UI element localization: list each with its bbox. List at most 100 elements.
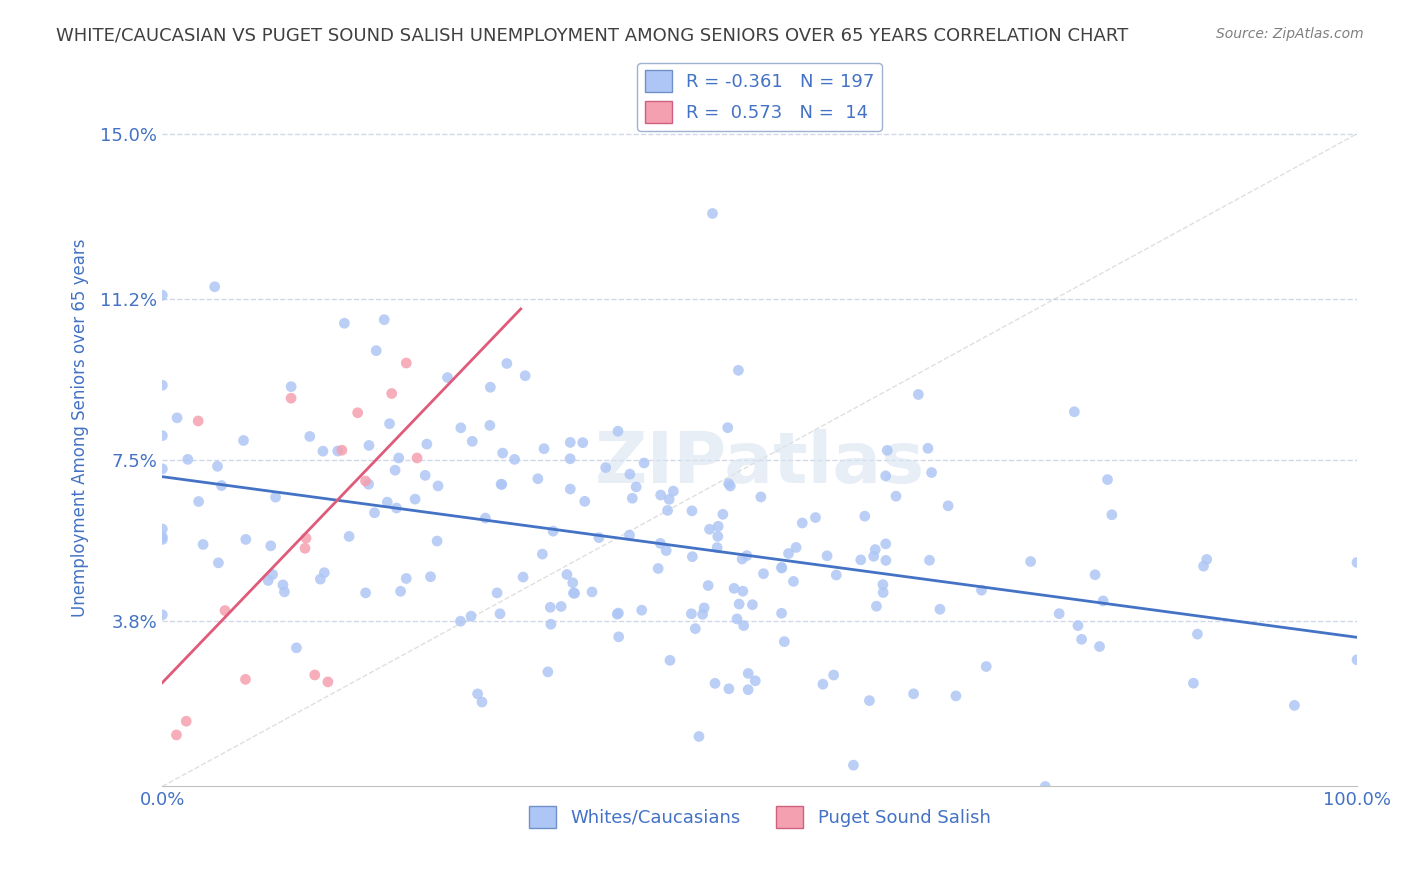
Point <box>495 356 517 370</box>
Point <box>903 687 925 701</box>
Point <box>537 665 560 679</box>
Point <box>659 653 682 667</box>
Point <box>1084 567 1107 582</box>
Point <box>571 435 593 450</box>
Point <box>1195 552 1218 566</box>
Point <box>842 758 865 772</box>
Point <box>804 510 827 524</box>
Point <box>945 689 967 703</box>
Point <box>662 484 685 499</box>
Point <box>650 536 672 550</box>
Point <box>574 494 596 508</box>
Point <box>150 530 173 544</box>
Point <box>711 508 734 522</box>
Point <box>354 474 377 488</box>
Point <box>378 417 401 431</box>
Point <box>1346 556 1368 570</box>
Point <box>936 499 959 513</box>
Point <box>540 617 562 632</box>
Point <box>650 488 672 502</box>
Point <box>737 666 759 681</box>
Point <box>388 450 411 465</box>
Point <box>436 370 458 384</box>
Point <box>515 368 537 383</box>
Point <box>187 414 209 428</box>
Point <box>150 533 173 547</box>
Point <box>815 549 838 563</box>
Point <box>876 443 898 458</box>
Point <box>581 585 603 599</box>
Point <box>1047 607 1070 621</box>
Point <box>681 504 703 518</box>
Point <box>699 522 721 536</box>
Point <box>214 603 236 617</box>
Point <box>875 553 897 567</box>
Point <box>555 567 578 582</box>
Point <box>785 541 807 555</box>
Point <box>681 607 703 621</box>
Point <box>823 668 845 682</box>
Point <box>560 451 582 466</box>
Point <box>658 492 681 507</box>
Text: ZIPatlas: ZIPatlas <box>595 429 925 498</box>
Point <box>875 468 897 483</box>
Point <box>413 468 436 483</box>
Point <box>773 634 796 648</box>
Point <box>865 599 887 614</box>
Point <box>595 460 617 475</box>
Point <box>304 668 326 682</box>
Point <box>607 424 630 438</box>
Point <box>718 479 741 493</box>
Point <box>316 674 339 689</box>
Y-axis label: Unemployment Among Seniors over 65 years: Unemployment Among Seniors over 65 years <box>72 238 89 616</box>
Point <box>1019 554 1042 568</box>
Text: WHITE/CAUCASIAN VS PUGET SOUND SALISH UNEMPLOYMENT AMONG SENIORS OVER 65 YEARS C: WHITE/CAUCASIAN VS PUGET SOUND SALISH UN… <box>56 27 1129 45</box>
Point <box>657 503 679 517</box>
Point <box>385 501 408 516</box>
Point <box>503 452 526 467</box>
Point <box>749 490 772 504</box>
Point <box>337 529 360 543</box>
Point <box>688 730 710 744</box>
Point <box>825 568 848 582</box>
Point <box>561 575 583 590</box>
Point <box>538 600 561 615</box>
Legend: Whites/Caucasians, Puget Sound Salish: Whites/Caucasians, Puget Sound Salish <box>522 798 998 835</box>
Point <box>326 444 349 458</box>
Point <box>681 549 703 564</box>
Point <box>741 598 763 612</box>
Point <box>752 566 775 581</box>
Point <box>560 482 582 496</box>
Point <box>187 494 209 508</box>
Point <box>404 492 426 507</box>
Point <box>211 478 233 492</box>
Point <box>373 312 395 326</box>
Point <box>491 477 513 491</box>
Point <box>427 479 450 493</box>
Point <box>309 572 332 586</box>
Point <box>707 519 730 533</box>
Point <box>235 673 257 687</box>
Point <box>280 379 302 393</box>
Point <box>257 574 280 588</box>
Point <box>970 583 993 598</box>
Point <box>693 600 716 615</box>
Point <box>792 516 814 530</box>
Point <box>491 446 513 460</box>
Point <box>1284 698 1306 713</box>
Point <box>1092 594 1115 608</box>
Point <box>872 585 894 599</box>
Point <box>872 577 894 591</box>
Point <box>921 466 943 480</box>
Point <box>460 609 482 624</box>
Point <box>541 524 564 538</box>
Point <box>865 542 887 557</box>
Point <box>1033 780 1056 794</box>
Point <box>366 343 388 358</box>
Point <box>706 541 728 555</box>
Point <box>357 438 380 452</box>
Point <box>531 547 554 561</box>
Point <box>512 570 534 584</box>
Point <box>406 450 429 465</box>
Point <box>697 578 720 592</box>
